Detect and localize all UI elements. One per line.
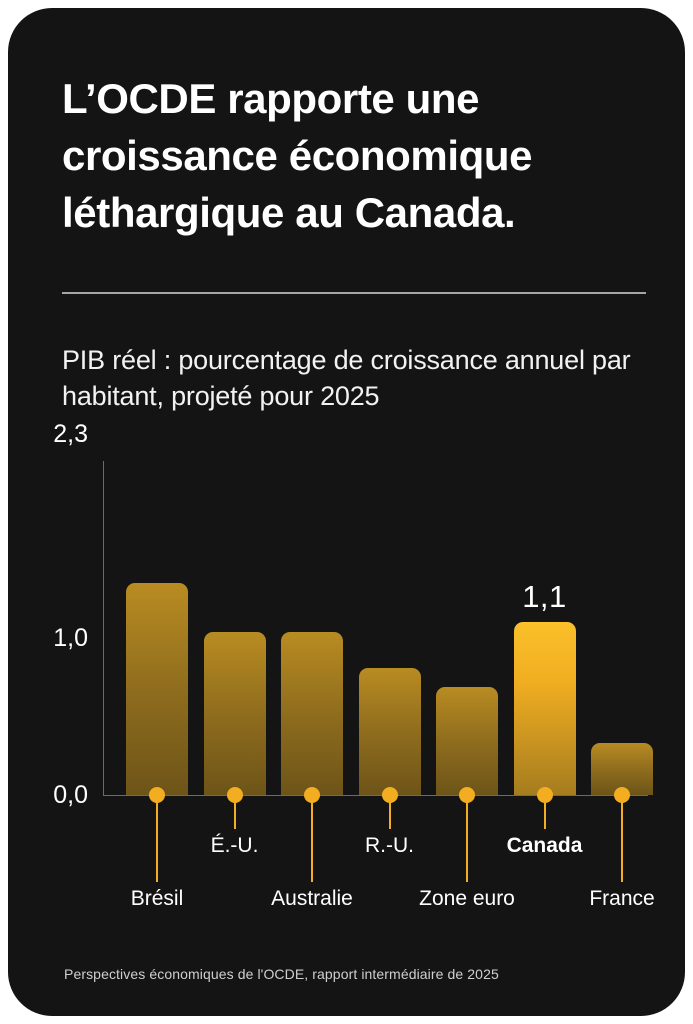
infographic-card: L’OCDE rapporte une croissance économiqu… [8, 8, 685, 1016]
bar [591, 743, 653, 795]
category-tick-dot [459, 787, 475, 803]
category-label: France [589, 887, 655, 910]
y-axis-tick-label: 0,0 [53, 781, 88, 809]
category-label: Zone euro [419, 887, 515, 910]
category-tick-stem [156, 801, 158, 882]
divider [62, 292, 646, 294]
source-note: Perspectives économiques de l'OCDE, rapp… [64, 966, 499, 982]
category-tick-stem [621, 801, 623, 882]
y-axis-tick-label: 2,3 [53, 419, 88, 448]
category-label: Australie [271, 887, 353, 910]
y-axis-line [103, 461, 104, 796]
category-tick-dot [226, 787, 243, 803]
bar [513, 622, 576, 795]
category-tick-dot [614, 787, 630, 803]
page-title: L’OCDE rapporte une croissance économiqu… [62, 75, 533, 236]
category-tick-stem [233, 801, 236, 829]
category-label: Brésil [130, 887, 184, 910]
category-label: Canada [506, 834, 583, 857]
bar-chart: 2,3 1,0 0,0 1,1 Brésil É.-U. Australie R.-U. Zon… [8, 8, 685, 1016]
y-axis-tick-label: 1,0 [53, 624, 88, 652]
bar [358, 667, 421, 795]
bar [126, 583, 188, 795]
category-label: R.-U. [365, 834, 414, 857]
x-axis-line [103, 795, 648, 796]
bar [281, 631, 343, 795]
bar [436, 686, 498, 795]
category-tick-dot [149, 787, 165, 803]
category-tick-stem [388, 801, 391, 829]
category-tick-dot [381, 787, 398, 803]
category-tick-stem [543, 801, 546, 829]
category-tick-dot [536, 787, 553, 803]
bar [203, 631, 266, 795]
category-tick-stem [466, 801, 468, 882]
category-tick-stem [311, 801, 313, 882]
category-label: É.-U. [210, 834, 259, 857]
bar-value-label: 1,1 [522, 579, 567, 615]
chart-subtitle: PIB réel : pourcentage de croissance ann… [62, 345, 631, 411]
category-tick-dot [304, 787, 320, 803]
